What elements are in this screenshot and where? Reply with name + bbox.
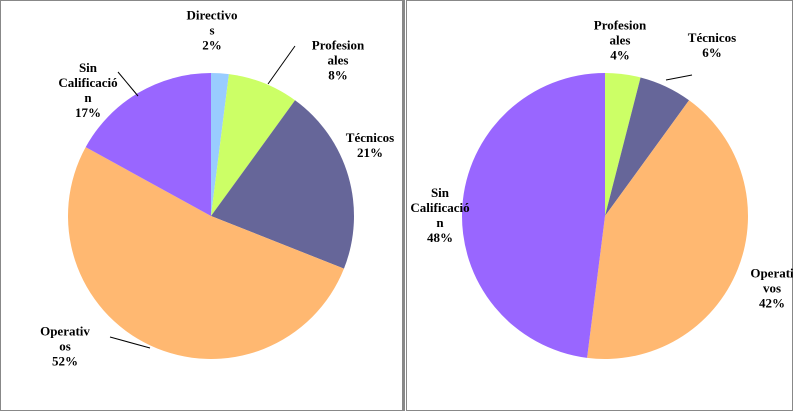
value-label: 48% xyxy=(427,230,453,245)
pie-slice xyxy=(461,73,605,358)
value-label: 4% xyxy=(610,47,630,63)
leader-line xyxy=(117,71,139,97)
value-label: 6% xyxy=(702,45,722,60)
slice-label: Sin Calificación 48% xyxy=(408,185,472,245)
slice-label: Profesionales 8% xyxy=(309,38,367,83)
value-label: 8% xyxy=(328,67,348,83)
leader-line xyxy=(665,74,693,81)
pie-slice xyxy=(605,73,641,216)
slice-label: Sin Calificación 17% xyxy=(58,60,118,120)
pie-slice xyxy=(605,77,690,216)
value-label: 2% xyxy=(202,37,222,53)
category-name: Directivos xyxy=(186,7,238,38)
pie-slice xyxy=(211,100,355,269)
slice-label: Técnicos 21% xyxy=(342,130,398,160)
category-name: Sin Calificación xyxy=(58,60,118,105)
slice-label: Técnicos 6% xyxy=(684,30,740,60)
category-name: Profesionales xyxy=(593,17,647,48)
category-name: Técnicos xyxy=(687,30,737,45)
leader-line xyxy=(109,336,151,349)
category-name: Técnicos xyxy=(345,130,395,145)
slice-label: Profesionales 4% xyxy=(591,18,649,63)
pie-slice xyxy=(67,147,344,360)
category-name: Sin Calificación xyxy=(410,185,470,230)
leader-line xyxy=(267,45,296,85)
category-name: Operativos xyxy=(750,265,793,296)
value-label: 52% xyxy=(52,353,78,369)
category-name: Operativos xyxy=(40,323,90,354)
slice-label: Operativos 42% xyxy=(750,266,793,311)
pie-slice xyxy=(211,74,296,216)
pie-slice xyxy=(85,73,211,216)
value-label: 21% xyxy=(357,145,383,160)
slice-label: Directivos 2% xyxy=(184,8,240,53)
pie-slice xyxy=(587,100,749,359)
pie-slice xyxy=(211,73,229,216)
value-label: 42% xyxy=(759,295,785,311)
value-label: 17% xyxy=(75,105,101,120)
slice-label: Operativos 52% xyxy=(37,324,93,369)
category-name: Profesionales xyxy=(311,37,365,68)
